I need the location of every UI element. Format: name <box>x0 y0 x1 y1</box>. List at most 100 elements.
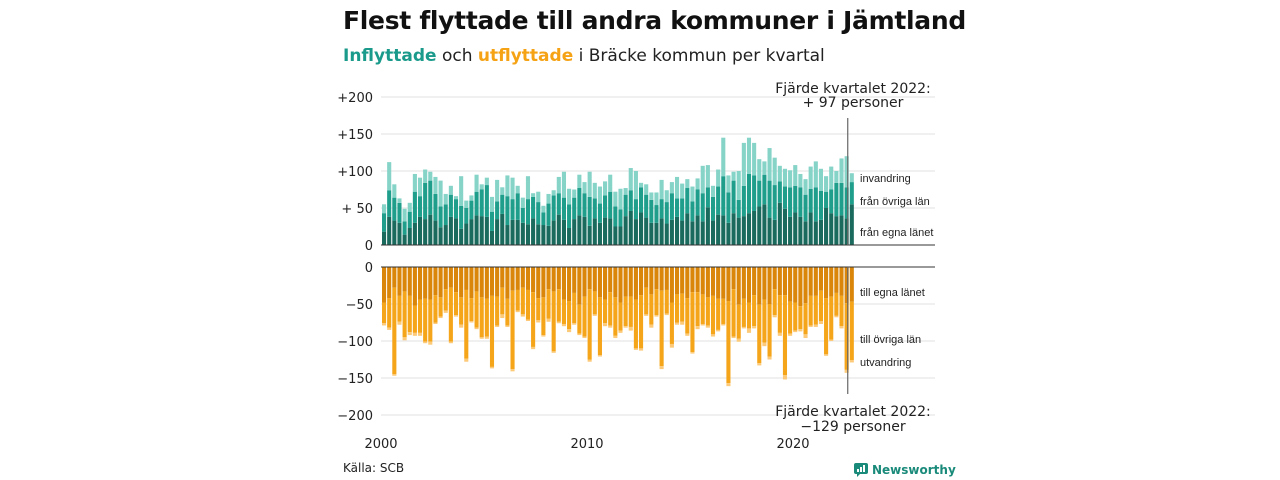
bar-outflow <box>834 267 839 293</box>
bar-inflow <box>803 194 808 222</box>
bar-inflow <box>479 189 484 217</box>
bar-inflow <box>680 220 685 245</box>
bar-inflow <box>633 219 638 245</box>
bar-outflow <box>428 299 433 342</box>
bar-inflow <box>664 202 669 224</box>
bar-inflow <box>705 187 710 208</box>
bar-inflow <box>587 196 592 226</box>
bar-outflow <box>808 267 813 296</box>
chart-labels: Fjärde kvartalet 2022:+ 97 personerFjärd… <box>775 81 933 435</box>
axes: 0 + 50 +100 +150 +200 0 −50 −100 −150 −200 2000 201… <box>337 91 935 452</box>
bar-outflow <box>777 267 782 296</box>
bar-inflow <box>407 211 412 228</box>
y-tick-label: 0 <box>365 239 373 254</box>
bar-outflow <box>808 295 813 326</box>
bar-inflow <box>623 188 628 195</box>
bar-inflow <box>654 205 659 223</box>
bar-inflow <box>582 216 587 245</box>
bar-inflow <box>387 162 392 191</box>
bar-inflow <box>824 208 829 245</box>
bar-outflow <box>829 267 834 297</box>
bar-outflow <box>818 321 823 324</box>
bar-outflow <box>443 267 448 290</box>
bar-outflow <box>628 326 633 331</box>
bar-inflow <box>664 223 669 245</box>
bar-outflow <box>649 267 654 295</box>
bar-inflow <box>561 197 566 220</box>
bar-inflow <box>417 177 423 197</box>
bar-inflow <box>608 174 613 192</box>
bar-inflow <box>469 219 474 245</box>
bar-inflow <box>561 219 566 245</box>
bar-inflow <box>669 193 674 220</box>
bar-outflow <box>577 333 582 336</box>
bar-inflow <box>644 217 649 245</box>
bar-inflow <box>469 200 474 220</box>
bar-inflow <box>479 216 484 245</box>
bar-inflow <box>736 171 741 200</box>
bar-outflow <box>567 329 572 333</box>
bar-inflow <box>685 213 690 245</box>
bar-outflow <box>721 298 726 324</box>
bar-inflow <box>448 185 453 195</box>
bar-inflow <box>603 217 608 245</box>
bar-outflow <box>489 295 495 367</box>
bar-outflow <box>793 330 798 333</box>
bar-outflow <box>639 295 644 349</box>
bar-outflow <box>803 334 808 339</box>
bar-inflow <box>849 182 854 205</box>
bar-outflow <box>669 267 674 303</box>
bar-outflow <box>417 267 423 300</box>
x-tick-label: 2010 <box>570 437 603 452</box>
bar-inflow <box>813 221 818 245</box>
bar-outflow <box>844 267 849 304</box>
bar-inflow <box>510 199 515 220</box>
bar-inflow <box>505 225 510 245</box>
bar-outflow <box>633 299 638 349</box>
bar-inflow <box>433 220 438 245</box>
bar-outflow <box>453 267 459 293</box>
bar-outflow <box>551 291 556 352</box>
bar-outflow <box>443 310 448 313</box>
bar-inflow <box>520 197 525 208</box>
bar-inflow <box>541 212 546 226</box>
bar-outflow <box>680 321 685 325</box>
bar-inflow <box>603 195 608 218</box>
brand-logo[interactable]: Newsworthy <box>854 461 956 479</box>
bar-inflow <box>644 194 649 218</box>
bar-outflow <box>525 319 531 322</box>
brand-name: Newsworthy <box>872 463 956 477</box>
bar-outflow <box>705 325 710 328</box>
bar-outflow <box>731 267 736 290</box>
bar-outflow <box>592 291 597 315</box>
bar-inflow <box>793 165 798 186</box>
bar-inflow <box>628 210 633 245</box>
bar-inflow <box>592 198 597 219</box>
bar-outflow <box>767 356 772 360</box>
bar-outflow <box>525 289 531 320</box>
bar-inflow <box>613 226 618 245</box>
bar-inflow <box>690 221 695 245</box>
bar-outflow <box>546 289 551 319</box>
bar-outflow <box>597 267 602 298</box>
bar-inflow <box>844 156 849 188</box>
bar-outflow <box>433 322 438 324</box>
bar-inflow <box>834 171 839 183</box>
bar-outflow <box>603 299 608 324</box>
bar-inflow <box>690 186 695 202</box>
bar-outflow <box>510 267 515 291</box>
bar-inflow <box>382 231 387 245</box>
bar-inflow <box>407 202 412 212</box>
bar-outflow <box>772 289 777 316</box>
bar-outflow <box>690 267 695 293</box>
bar-outflow <box>541 297 546 336</box>
bar-outflow <box>710 334 716 337</box>
bar-inflow <box>567 204 572 228</box>
bar-inflow <box>695 189 700 216</box>
bar-inflow <box>618 209 623 227</box>
bar-outflow <box>438 267 443 298</box>
bar-inflow <box>633 199 638 220</box>
bar-outflow <box>613 297 618 336</box>
bar-inflow <box>813 161 818 188</box>
bar-inflow <box>741 185 746 217</box>
